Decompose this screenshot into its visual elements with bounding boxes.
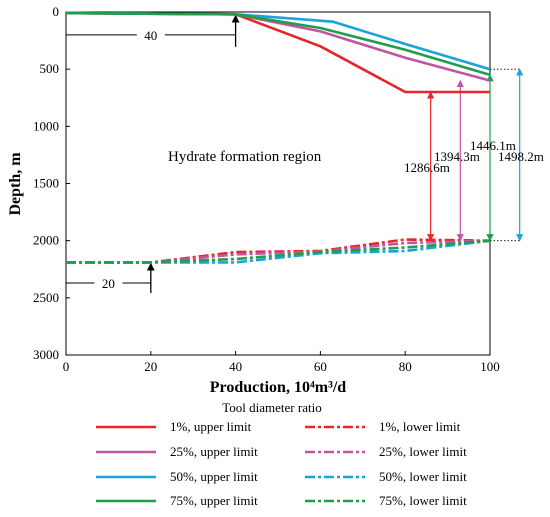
dimension-label: 1394.3m xyxy=(434,149,480,164)
legend-label: 50%, upper limit xyxy=(170,469,258,484)
series-line-25pct-upper xyxy=(65,11,491,82)
y-tick-label: 3000 xyxy=(33,347,59,362)
legend-label: 1%, lower limit xyxy=(379,419,461,434)
series-line-1pct-upper xyxy=(65,11,490,94)
legend-label: 25%, lower limit xyxy=(379,444,467,459)
region-label: Hydrate formation region xyxy=(168,149,322,165)
legend-label: 25%, upper limit xyxy=(170,444,258,459)
marker-label: 20 xyxy=(102,276,115,291)
legend-label: 75%, upper limit xyxy=(170,493,258,508)
x-tick-label: 40 xyxy=(229,359,242,374)
y-tick-label: 1000 xyxy=(33,118,59,133)
y-tick-label: 2500 xyxy=(33,290,59,305)
dimension-label: 1498.2m xyxy=(498,149,544,164)
y-axis-title: Depth, m xyxy=(7,152,24,216)
legend-label: 50%, lower limit xyxy=(379,469,467,484)
y-tick-label: 1500 xyxy=(33,176,59,191)
y-tick-label: 0 xyxy=(53,4,60,19)
marker-label-bg xyxy=(94,273,123,291)
x-tick-label: 80 xyxy=(399,359,412,374)
x-tick-label: 100 xyxy=(480,359,500,374)
x-axis-title: Production, 10⁴m³/d xyxy=(210,379,347,396)
series-line-75pct-lower xyxy=(66,239,491,264)
x-tick-label: 20 xyxy=(144,359,157,374)
legend-title: Tool diameter ratio xyxy=(222,400,321,415)
series-line-75pct-upper xyxy=(65,11,491,77)
dimension-label: 1286.6m xyxy=(404,160,450,175)
series xyxy=(65,11,491,264)
marker-label: 40 xyxy=(144,28,157,43)
y-tick-label: 2000 xyxy=(33,233,59,248)
x-tick-label: 60 xyxy=(314,359,327,374)
legend: 1%, upper limit 1%, lower limit 25%, upper… xyxy=(96,419,467,508)
x-tick-label: 0 xyxy=(63,359,70,374)
y-tick-label: 500 xyxy=(40,61,60,76)
legend-label: 75%, lower limit xyxy=(379,493,467,508)
legend-label: 1%, upper limit xyxy=(170,419,252,434)
dimension-label: 1446.1m xyxy=(470,138,516,153)
marker-label-bg xyxy=(136,25,165,43)
